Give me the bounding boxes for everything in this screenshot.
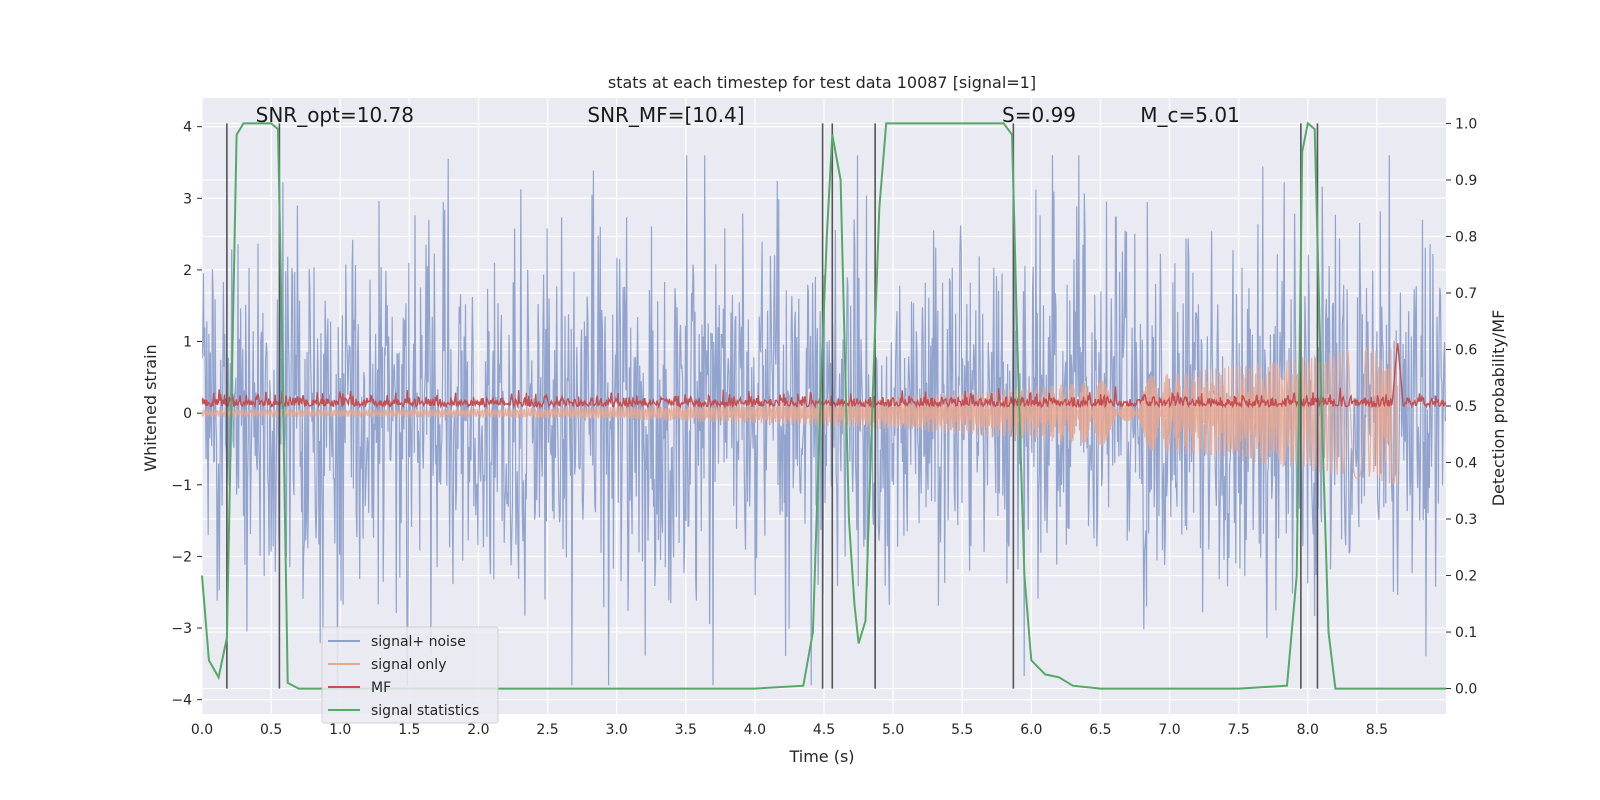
legend-label-signal-only: signal only xyxy=(371,657,446,673)
x-tick-label: 0.0 xyxy=(191,722,213,738)
y-tick-label: −3 xyxy=(171,621,192,637)
y2-tick-label: 0.5 xyxy=(1455,399,1477,415)
y2-tick-label: 0.7 xyxy=(1455,286,1477,302)
axis-layer: 0.0 0.5 1.0 1.5 2.0 2.5 3.0 3.5 4.0 4.5 5.0 5.5 6.0 6… xyxy=(171,116,1477,738)
legend: signal+ noise signal only MF signal stat… xyxy=(321,626,499,724)
y2-tick-label: 0.8 xyxy=(1455,229,1477,245)
x-tick-label: 6.0 xyxy=(1020,722,1042,738)
signal-statistics-layer xyxy=(201,121,1446,690)
x-tick-label: 3.0 xyxy=(606,722,628,738)
y-tick-label: −2 xyxy=(171,549,192,565)
annotation-mc: M_c=5.01 xyxy=(1140,103,1240,127)
y2-axis-label: Detection probability/MF xyxy=(1489,310,1508,507)
y-tick-label: 3 xyxy=(183,191,192,207)
x-tick-label: 4.5 xyxy=(813,722,835,738)
x-tick-label: 5.5 xyxy=(951,722,973,738)
y-tick-label: 4 xyxy=(183,120,192,136)
y-tick-label: −4 xyxy=(171,693,192,709)
y2-tick-label: 0.4 xyxy=(1455,456,1477,472)
y2-tick-label: 0.0 xyxy=(1455,682,1477,698)
y2-tick-label: 0.9 xyxy=(1455,173,1477,189)
y-tick-label: 1 xyxy=(183,335,192,351)
x-tick-label: 2.5 xyxy=(536,722,558,738)
signal-statistics-line xyxy=(201,121,1446,690)
x-tick-label: 5.0 xyxy=(882,722,904,738)
y-tick-label: −1 xyxy=(171,478,192,494)
y-tick-label: 2 xyxy=(183,263,192,279)
x-tick-label: 8.5 xyxy=(1366,722,1388,738)
annotation-snr-mf: SNR_MF=[10.4] xyxy=(587,103,744,127)
x-tick-label: 8.0 xyxy=(1297,722,1319,738)
y2-tick-label: 0.2 xyxy=(1455,569,1477,585)
x-tick-label: 4.0 xyxy=(744,722,766,738)
x-tick-label: 7.5 xyxy=(1228,722,1250,738)
legend-label-signal-statistics: signal statistics xyxy=(371,703,479,719)
y-axis-label: Whitened strain xyxy=(141,344,160,471)
signal-only-line xyxy=(202,344,1399,485)
x-tick-label: 2.0 xyxy=(467,722,489,738)
x-axis-label: Time (s) xyxy=(788,747,854,766)
y2-tick-label: 0.1 xyxy=(1455,625,1477,641)
legend-box xyxy=(321,626,499,724)
y2-tick-label: 0.6 xyxy=(1455,342,1477,358)
mf-line xyxy=(202,343,1446,410)
x-tick-label: 0.5 xyxy=(260,722,282,738)
x-tick-label: 3.5 xyxy=(675,722,697,738)
legend-label-signal-noise: signal+ noise xyxy=(371,634,466,650)
y2-tick-label: 1.0 xyxy=(1455,116,1477,132)
annotation-snr-opt: SNR_opt=10.78 xyxy=(256,103,414,127)
x-tick-label: 1.0 xyxy=(329,722,351,738)
annotation-layer: SNR_opt=10.78 SNR_MF=[10.4] S=0.99 M_c=5.01 xyxy=(256,103,1240,127)
annotation-s-stat: S=0.99 xyxy=(1002,103,1076,127)
chart-title: stats at each timestep for test data 100… xyxy=(608,73,1036,92)
x-tick-label: 7.0 xyxy=(1158,722,1180,738)
y2-tick-label: 0.3 xyxy=(1455,512,1477,528)
y-tick-label: 0 xyxy=(183,406,192,422)
legend-label-mf: MF xyxy=(371,680,391,696)
x-tick-label: 6.5 xyxy=(1089,722,1111,738)
x-tick-label: 1.5 xyxy=(398,722,420,738)
